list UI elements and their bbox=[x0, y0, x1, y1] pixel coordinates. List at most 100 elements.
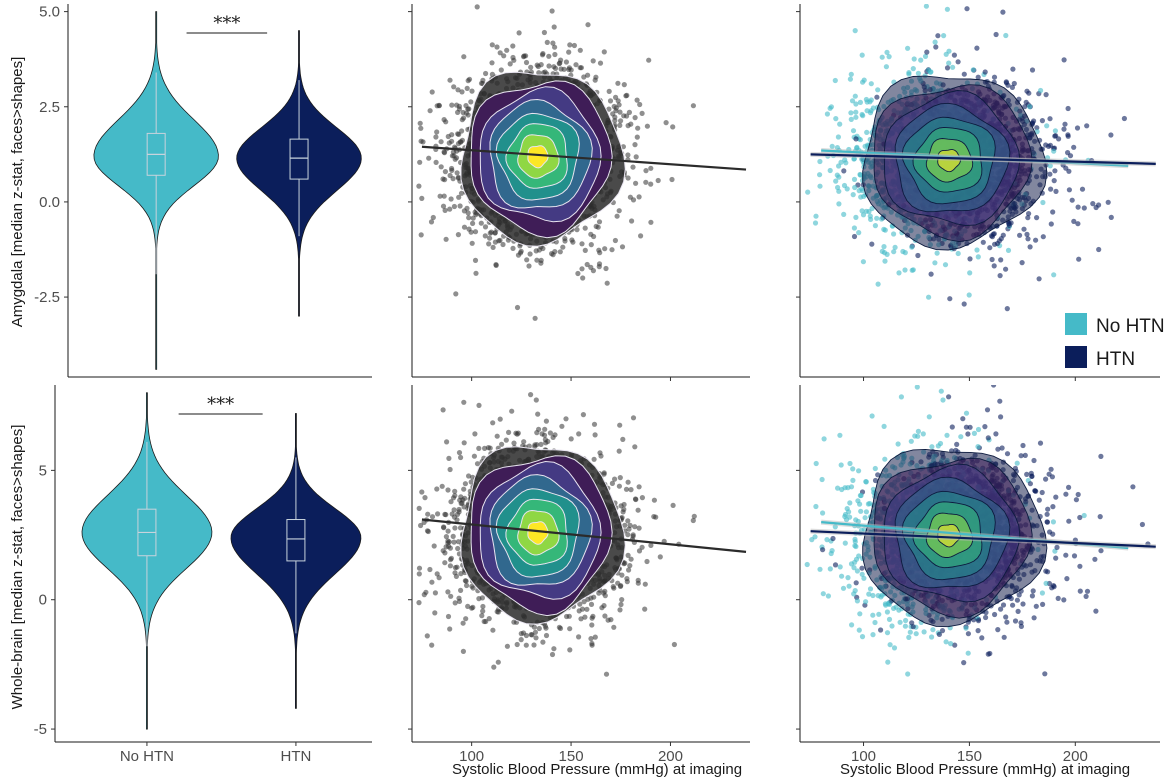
scatter-point bbox=[1067, 153, 1074, 159]
scatter-point bbox=[827, 167, 833, 174]
scatter-point bbox=[805, 189, 811, 195]
violin-htn bbox=[236, 30, 362, 317]
scatter-point bbox=[932, 39, 938, 45]
scatter-point bbox=[461, 54, 467, 60]
scatter-point bbox=[655, 177, 661, 184]
scatter-point bbox=[961, 301, 967, 307]
y-tick-label: 5.0 bbox=[39, 4, 60, 21]
scatter-point bbox=[868, 97, 874, 103]
scatter-point bbox=[497, 50, 503, 56]
scatter-point bbox=[1096, 246, 1102, 253]
scatter-point bbox=[489, 60, 495, 66]
scatter-point bbox=[447, 77, 453, 83]
scatter-point bbox=[441, 149, 447, 155]
scatter-point bbox=[875, 87, 881, 93]
scatter-point bbox=[418, 125, 424, 131]
scatter-point bbox=[606, 88, 612, 94]
scatter-point bbox=[1027, 244, 1033, 250]
scatter-point bbox=[853, 114, 859, 120]
scatter-point bbox=[632, 142, 638, 148]
scatter-point bbox=[853, 214, 859, 220]
scatter-point bbox=[498, 67, 504, 73]
scatter-point bbox=[833, 116, 839, 122]
scatter-point bbox=[669, 176, 675, 183]
scatter-point bbox=[590, 58, 596, 64]
scatter-point bbox=[1005, 82, 1011, 88]
scatter-point bbox=[607, 98, 614, 104]
scatter-point bbox=[457, 139, 463, 145]
scatter-point bbox=[557, 60, 563, 66]
scatter-point bbox=[1071, 218, 1077, 224]
scatter-point bbox=[445, 133, 451, 140]
scatter-point bbox=[868, 81, 874, 87]
scatter-point bbox=[616, 102, 622, 108]
scatter-point bbox=[612, 118, 618, 124]
scatter-point bbox=[578, 65, 585, 71]
scatter-point bbox=[418, 232, 424, 238]
scatter-point bbox=[470, 215, 476, 221]
significance-label: *** bbox=[213, 13, 240, 34]
scatter-point bbox=[872, 223, 879, 229]
scatter-point bbox=[449, 102, 455, 108]
scatter-point bbox=[874, 215, 880, 221]
scatter-point bbox=[848, 110, 854, 116]
scatter-point bbox=[617, 109, 623, 115]
scatter-point bbox=[534, 257, 540, 263]
scatter-point bbox=[552, 51, 558, 58]
scatter-point bbox=[1051, 178, 1057, 184]
scatter-point bbox=[501, 53, 507, 59]
scatter-point bbox=[602, 246, 608, 252]
scatter-point bbox=[613, 108, 619, 114]
scatter-point bbox=[947, 296, 953, 302]
scatter-point bbox=[648, 165, 654, 171]
scatter-point bbox=[546, 53, 552, 59]
scatter-point bbox=[416, 183, 422, 189]
scatter-point bbox=[447, 206, 453, 212]
scatter-point bbox=[560, 244, 566, 250]
scatter-point bbox=[975, 74, 981, 80]
scatter-point bbox=[443, 236, 449, 242]
scatter-point bbox=[434, 129, 440, 135]
scatter-point bbox=[551, 24, 557, 30]
scatter-point bbox=[964, 6, 970, 12]
scatter-point bbox=[1074, 125, 1081, 131]
scatter-point bbox=[828, 104, 835, 110]
scatter-point bbox=[540, 70, 547, 76]
scatter-point bbox=[566, 49, 572, 55]
scatter-point bbox=[472, 209, 478, 215]
scatter-point bbox=[472, 257, 479, 263]
scatter-point bbox=[521, 54, 527, 60]
scatter-point bbox=[456, 131, 462, 137]
scatter-point bbox=[621, 113, 627, 119]
scatter-point bbox=[1021, 226, 1027, 232]
scatter-point bbox=[852, 93, 858, 99]
scatter-point bbox=[1108, 132, 1114, 138]
scatter-point bbox=[452, 156, 458, 162]
scatter-point bbox=[428, 219, 435, 225]
scatter-point bbox=[902, 250, 908, 256]
scatter-point bbox=[557, 249, 563, 255]
scatter-point bbox=[841, 211, 847, 217]
scatter-point bbox=[1023, 99, 1029, 105]
scatter-point bbox=[478, 80, 485, 86]
scatter-point bbox=[464, 85, 470, 91]
scatter-point bbox=[1065, 105, 1071, 112]
scatter-point bbox=[926, 294, 932, 300]
scatter-point bbox=[982, 69, 988, 75]
scatter-point bbox=[558, 66, 564, 72]
scatter-point bbox=[494, 44, 500, 50]
scatter-point bbox=[881, 244, 887, 250]
scatter-point bbox=[433, 134, 439, 140]
scatter-point bbox=[438, 139, 444, 145]
scatter-point bbox=[618, 118, 624, 124]
scatter-point bbox=[1024, 88, 1030, 94]
scatter-point bbox=[465, 210, 471, 216]
scatter-point bbox=[417, 159, 423, 165]
scatter-point bbox=[1066, 187, 1072, 193]
scatter-point bbox=[841, 168, 847, 174]
scatter-point bbox=[482, 224, 489, 230]
scatter-point bbox=[451, 84, 457, 90]
scatter-point bbox=[552, 44, 558, 50]
scatter-point bbox=[482, 233, 488, 239]
